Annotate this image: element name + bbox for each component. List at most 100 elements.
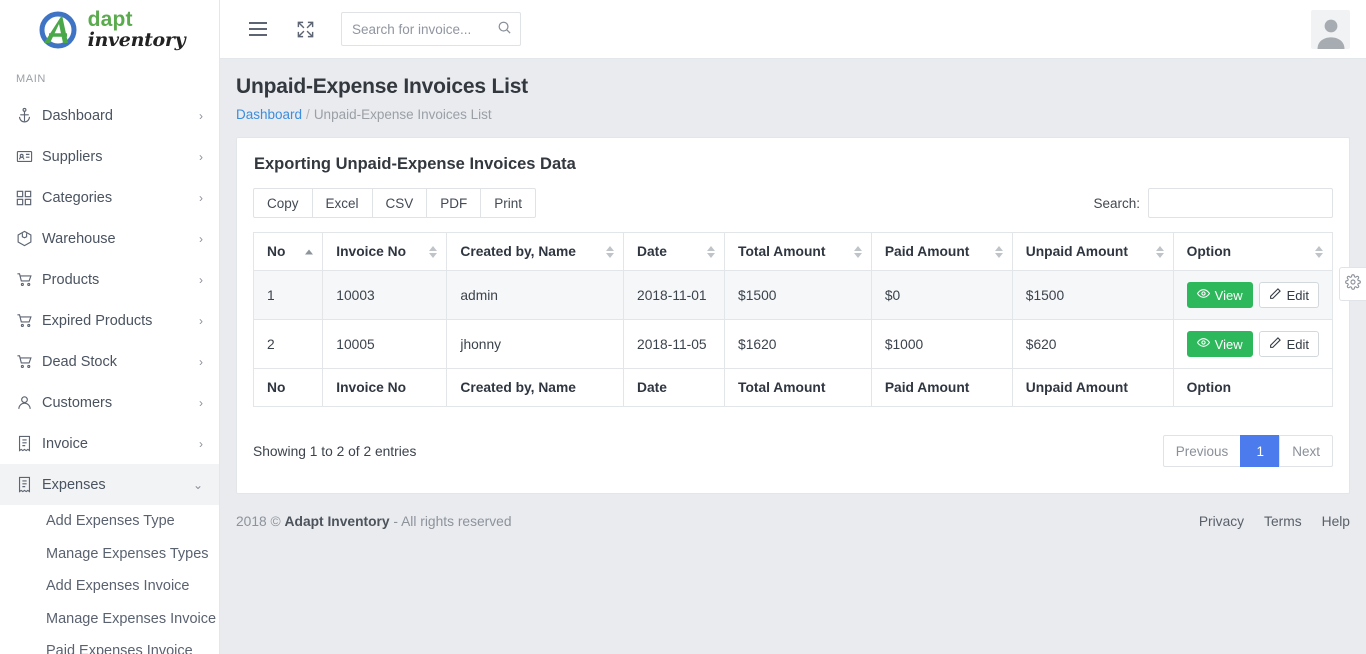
- global-search[interactable]: [341, 12, 521, 46]
- column-header-invoice-no[interactable]: Invoice No: [322, 232, 448, 271]
- avatar[interactable]: [1311, 10, 1350, 49]
- table-row[interactable]: 1 10003 admin 2018-11-01 $1500 $0 $1500 …: [252, 270, 1334, 320]
- sidebar-item-label: Categories: [42, 189, 113, 206]
- column-header-option[interactable]: Option: [1172, 232, 1334, 271]
- view-button[interactable]: View: [1186, 331, 1253, 357]
- brand-logo[interactable]: dapt inventory: [0, 0, 219, 59]
- view-button-label: View: [1214, 287, 1243, 303]
- sidebar-item-suppliers[interactable]: Suppliers ›: [0, 136, 219, 177]
- cell-no: 2: [252, 319, 324, 369]
- hamburger-menu-icon[interactable]: [246, 17, 270, 41]
- sidebar-item-dashboard[interactable]: Dashboard ›: [0, 95, 219, 136]
- chevron-right-icon: ›: [199, 231, 203, 246]
- datatable-search-label: Search:: [1093, 195, 1140, 211]
- eye-icon: [1196, 336, 1210, 352]
- sidebar-item-label: Dashboard: [42, 107, 113, 124]
- csv-button[interactable]: CSV: [371, 188, 428, 218]
- card-title: Exporting Unpaid-Expense Invoices Data: [254, 155, 576, 173]
- page-footer: 2018 © Adapt Inventory - All rights rese…: [220, 494, 1366, 529]
- pencil-icon: [1269, 287, 1282, 303]
- column-label: Paid Amount: [884, 244, 970, 259]
- edit-button[interactable]: Edit: [1258, 331, 1319, 357]
- anchor-icon: [16, 107, 42, 124]
- column-label: Invoice No: [336, 244, 407, 259]
- cell-paid-amount: $0: [870, 270, 1013, 320]
- cell-date: 2018-11-05: [623, 319, 726, 369]
- column-label: Date: [637, 244, 667, 259]
- column-header-created-by[interactable]: Created by, Name: [446, 232, 625, 271]
- edit-button[interactable]: Edit: [1258, 282, 1319, 308]
- column-label: No: [267, 244, 286, 259]
- breadcrumb-dashboard-link[interactable]: Dashboard: [236, 107, 303, 122]
- pagination-previous[interactable]: Previous: [1162, 435, 1242, 467]
- sidebar-item-expired-products[interactable]: Expired Products ›: [0, 300, 219, 341]
- cell-option: View Edit: [1172, 319, 1334, 369]
- view-button[interactable]: View: [1186, 282, 1253, 308]
- table-foot: No Invoice No Created by, Name Date Tota…: [252, 368, 1334, 407]
- settings-gear-tab[interactable]: [1339, 267, 1366, 301]
- footer-link-privacy[interactable]: Privacy: [1198, 514, 1245, 529]
- sort-ascending-icon: [305, 249, 314, 254]
- chevron-down-icon: ⌄: [192, 477, 203, 492]
- footer-links: Privacy Terms Help: [1199, 514, 1350, 529]
- sidebar-item-expenses[interactable]: Expenses ⌄: [0, 464, 219, 505]
- copy-button[interactable]: Copy: [253, 188, 313, 218]
- footer-link-terms[interactable]: Terms: [1264, 514, 1302, 529]
- search-input[interactable]: [341, 12, 521, 46]
- pagination-page-1[interactable]: 1: [1240, 435, 1281, 467]
- box-icon: [16, 230, 42, 247]
- cell-created-by: jhonny: [446, 319, 625, 369]
- column-header-no[interactable]: No: [252, 232, 324, 271]
- view-button-label: View: [1214, 336, 1243, 352]
- chevron-right-icon: ›: [199, 149, 203, 164]
- column-header-total-amount[interactable]: Total Amount: [724, 232, 872, 271]
- eye-icon: [1196, 287, 1210, 303]
- sidebar-subitem-add-expenses-type[interactable]: Add Expenses Type: [0, 505, 219, 538]
- user-icon: [16, 394, 42, 411]
- footer-link-help[interactable]: Help: [1321, 514, 1350, 529]
- brand-name-primary: dapt: [87, 8, 133, 31]
- breadcrumb-current: Unpaid-Expense Invoices List: [313, 107, 492, 122]
- chevron-right-icon: ›: [199, 436, 203, 451]
- sidebar-item-label: Expenses: [42, 476, 106, 493]
- pdf-button[interactable]: PDF: [426, 188, 482, 218]
- edit-button-label: Edit: [1286, 287, 1309, 303]
- pencil-icon: [1269, 336, 1282, 352]
- sidebar-item-categories[interactable]: Categories ›: [0, 177, 219, 218]
- sidebar-item-warehouse[interactable]: Warehouse ›: [0, 218, 219, 259]
- print-button[interactable]: Print: [480, 188, 537, 218]
- cell-paid-amount: $1000: [870, 319, 1013, 369]
- shopping-cart-icon: [16, 271, 42, 288]
- footer-date: Date: [623, 368, 726, 407]
- sidebar-item-products[interactable]: Products ›: [0, 259, 219, 300]
- datatable-search-input[interactable]: [1148, 188, 1333, 218]
- column-header-date[interactable]: Date: [623, 232, 726, 271]
- chevron-right-icon: ›: [199, 313, 203, 328]
- table-row[interactable]: 2 10005 jhonny 2018-11-05 $1620 $1000 $6…: [252, 319, 1334, 369]
- main-content: Unpaid-Expense Invoices List Dashboard / U…: [220, 59, 1366, 654]
- sort-icon: [1155, 245, 1164, 258]
- brand-name-secondary: inventory: [87, 29, 186, 51]
- fullscreen-expand-icon[interactable]: [296, 20, 315, 39]
- footer-option: Option: [1172, 368, 1334, 407]
- sidebar-item-invoice[interactable]: Invoice ›: [0, 423, 219, 464]
- sort-icon: [853, 245, 862, 258]
- footer-copyright: 2018 © Adapt Inventory - All rights rese…: [236, 514, 512, 529]
- column-header-paid-amount[interactable]: Paid Amount: [870, 232, 1013, 271]
- page-header: Unpaid-Expense Invoices List Dashboard / U…: [220, 59, 1366, 122]
- footer-paid-amount: Paid Amount: [870, 368, 1013, 407]
- sidebar-item-dead-stock[interactable]: Dead Stock ›: [0, 341, 219, 382]
- sidebar-subitem-add-expenses-invoice[interactable]: Add Expenses Invoice: [0, 570, 219, 603]
- sidebar-item-customers[interactable]: Customers ›: [0, 382, 219, 423]
- column-label: Total Amount: [738, 244, 826, 259]
- excel-button[interactable]: Excel: [311, 188, 373, 218]
- receipt-icon: [16, 476, 42, 493]
- sidebar-item-label: Customers: [42, 394, 113, 411]
- chevron-right-icon: ›: [199, 108, 203, 123]
- datatable-card: Exporting Unpaid-Expense Invoices Data C…: [236, 137, 1350, 494]
- column-header-unpaid-amount[interactable]: Unpaid Amount: [1011, 232, 1174, 271]
- sidebar-subitem-paid-expenses-invoice[interactable]: Paid Expenses Invoice: [0, 635, 219, 654]
- pagination-next[interactable]: Next: [1279, 435, 1333, 467]
- sidebar-subitem-manage-expenses-types[interactable]: Manage Expenses Types: [0, 538, 219, 571]
- sidebar-subitem-manage-expenses-invoice[interactable]: Manage Expenses Invoice: [0, 603, 219, 636]
